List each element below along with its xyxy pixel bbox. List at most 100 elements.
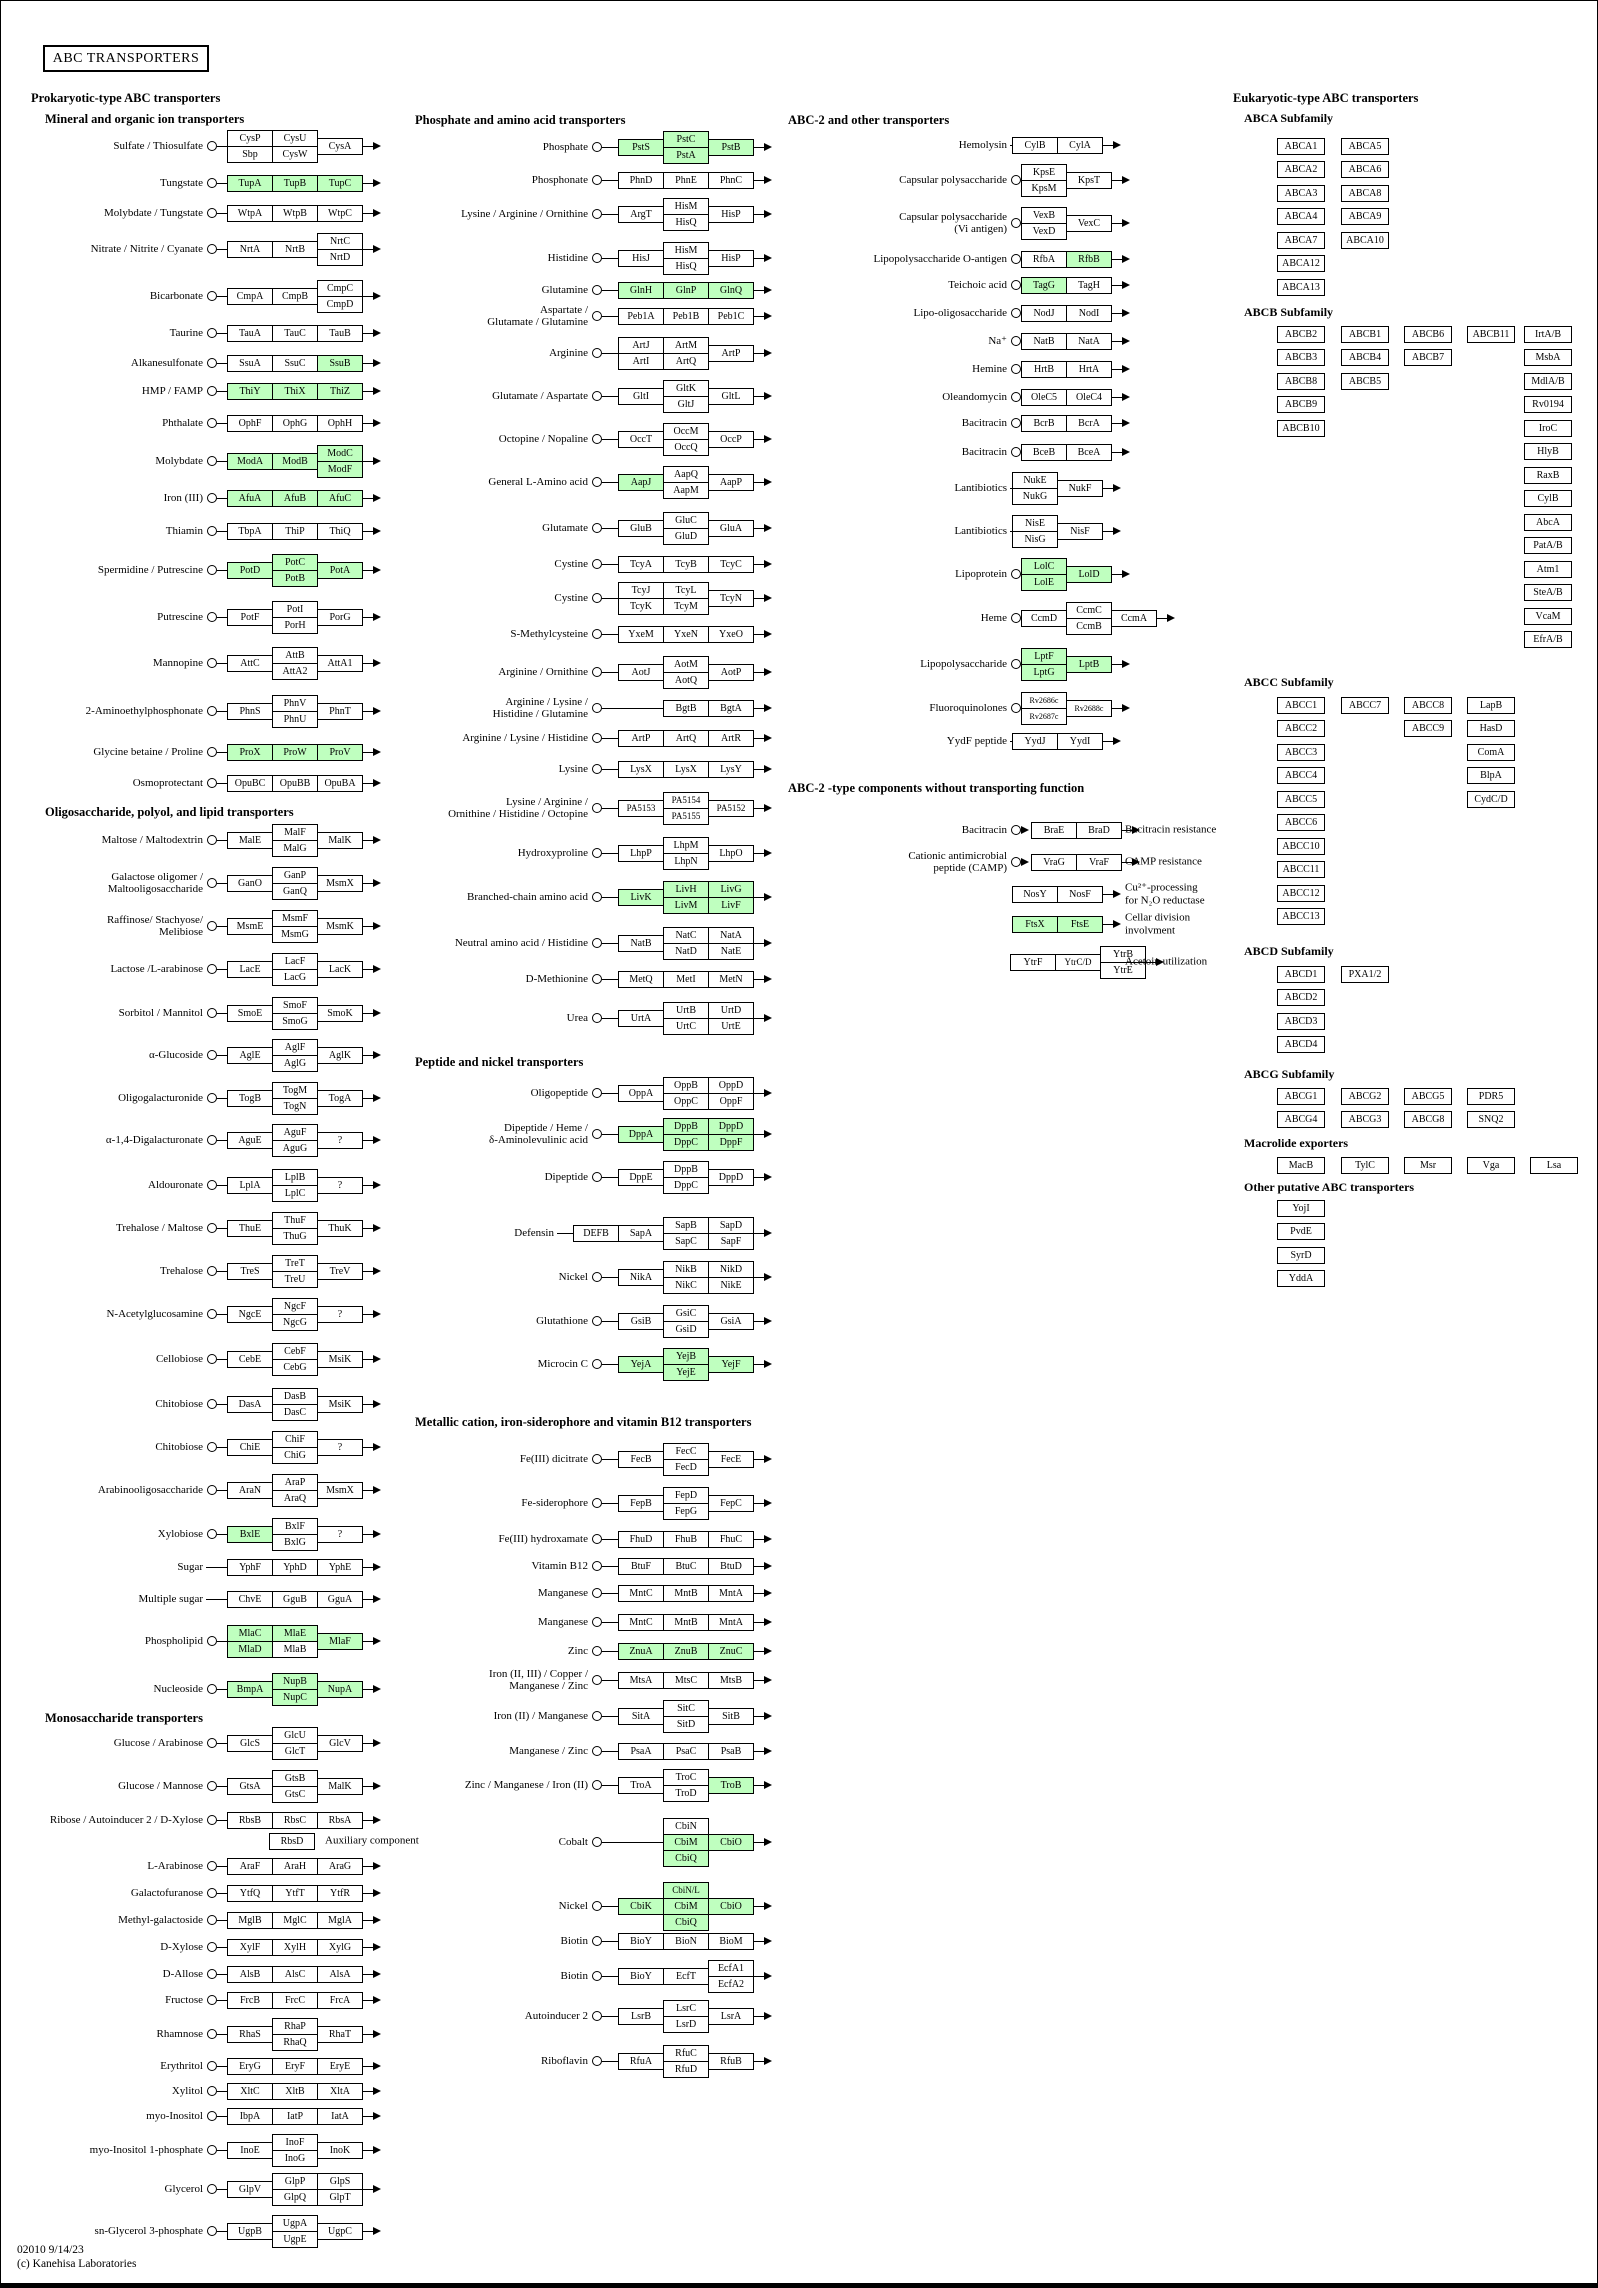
gene-box-sapf[interactable]: SapF — [708, 1232, 754, 1250]
gene-box-afub[interactable]: AfuB — [272, 489, 318, 507]
gene-box-mtsb[interactable]: MtsB — [708, 1671, 754, 1689]
gene-box-abcc4[interactable]: ABCC4 — [1277, 767, 1325, 784]
gene-box-aotj[interactable]: AotJ — [618, 663, 664, 681]
substrate-circle[interactable] — [592, 667, 602, 677]
gene-box-aapj[interactable]: AapJ — [618, 473, 664, 491]
gene-box-abca6[interactable]: ABCA6 — [1341, 161, 1389, 178]
substrate-circle[interactable] — [207, 747, 217, 757]
gene-box-tcym[interactable]: TcyM — [663, 597, 709, 615]
gene-box-nukf[interactable]: NukF — [1057, 479, 1103, 497]
gene-box-kpst[interactable]: KpsT — [1066, 171, 1112, 189]
gene-box-lysx[interactable]: LysX — [663, 760, 709, 778]
gene-box-arti[interactable]: ArtI — [618, 352, 664, 370]
substrate-circle[interactable] — [592, 1172, 602, 1182]
gene-box-bcrb[interactable]: BcrB — [1021, 414, 1067, 432]
substrate-circle[interactable] — [207, 1636, 217, 1646]
gene-box-xlta[interactable]: XltA — [317, 2082, 363, 2100]
substrate-circle[interactable] — [1011, 659, 1021, 669]
gene-box-gtsb[interactable]: GtsB — [272, 1769, 318, 1787]
gene-box-defb[interactable]: DEFB — [573, 1224, 619, 1242]
gene-box-inog[interactable]: InoG — [272, 2149, 318, 2167]
substrate-circle[interactable] — [1011, 857, 1021, 867]
gene-box-opuba[interactable]: OpuBA — [317, 774, 363, 792]
gene-box-bgtb[interactable]: BgtB — [663, 699, 709, 717]
gene-box-artp[interactable]: ArtP — [708, 344, 754, 362]
gene-box-msik[interactable]: MsiK — [317, 1350, 363, 1368]
gene-box-attb[interactable]: AttB — [272, 646, 318, 664]
gene-box-rbsb[interactable]: RbsB — [227, 1811, 273, 1829]
gene-box-ecft[interactable]: EcfT — [663, 1967, 709, 1985]
gene-box-btud[interactable]: BtuD — [708, 1557, 754, 1575]
gene-box-agle[interactable]: AglE — [227, 1046, 273, 1064]
gene-box-bceb[interactable]: BceB — [1021, 443, 1067, 461]
gene-box-cmpc[interactable]: CmpC — [317, 279, 363, 297]
gene-box-nosy[interactable]: NosY — [1012, 885, 1058, 903]
gene-box-bcea[interactable]: BceA — [1066, 443, 1112, 461]
substrate-circle[interactable] — [592, 848, 602, 858]
gene-box-psts[interactable]: PstS — [618, 138, 664, 156]
gene-box-abca5[interactable]: ABCA5 — [1341, 138, 1389, 155]
gene-box-livf[interactable]: LivF — [708, 896, 754, 914]
gene-box-mlac[interactable]: MlaC — [227, 1624, 273, 1642]
gene-box-dppb[interactable]: DppB — [663, 1160, 709, 1178]
pathway-title-box[interactable]: ABC TRANSPORTERS — [43, 45, 209, 72]
gene-box-abcd1[interactable]: ABCD1 — [1277, 966, 1325, 983]
substrate-circle[interactable] — [592, 348, 602, 358]
gene-box-aapp[interactable]: AapP — [708, 473, 754, 491]
substrate-circle[interactable] — [207, 2086, 217, 2096]
substrate-circle[interactable] — [207, 1354, 217, 1364]
gene-box-yoji[interactable]: YojI — [1277, 1200, 1325, 1217]
gene-box-aglf[interactable]: AglF — [272, 1038, 318, 1056]
substrate-circle[interactable] — [207, 244, 217, 254]
substrate-circle[interactable] — [207, 1995, 217, 2005]
gene-box-abcg3[interactable]: ABCG3 — [1341, 1111, 1389, 1128]
gene-box--[interactable]: ? — [317, 1305, 363, 1323]
gene-box-wtpb[interactable]: WtpB — [272, 204, 318, 222]
gene-box-gsic[interactable]: GsiC — [663, 1304, 709, 1322]
gene-box-glpq[interactable]: GlpQ — [272, 2188, 318, 2206]
substrate-circle[interactable] — [207, 1684, 217, 1694]
gene-box-araf[interactable]: AraF — [227, 1857, 273, 1875]
gene-box-rv0194[interactable]: Rv0194 — [1524, 396, 1572, 413]
gene-box-occm[interactable]: OccM — [663, 422, 709, 440]
substrate-circle[interactable] — [592, 803, 602, 813]
substrate-circle[interactable] — [207, 565, 217, 575]
substrate-circle[interactable] — [207, 964, 217, 974]
gene-box-aapq[interactable]: AapQ — [663, 465, 709, 483]
gene-box-abcc3[interactable]: ABCC3 — [1277, 744, 1325, 761]
gene-box-phnu[interactable]: PhnU — [272, 710, 318, 728]
gene-box-phnd[interactable]: PhnD — [618, 171, 664, 189]
substrate-circle[interactable] — [207, 921, 217, 931]
gene-box-vexb[interactable]: VexB — [1021, 206, 1067, 224]
gene-box-glct[interactable]: GlcT — [272, 1742, 318, 1760]
gene-box-thug[interactable]: ThuG — [272, 1227, 318, 1245]
gene-box-atta1[interactable]: AttA1 — [317, 654, 363, 672]
gene-box-abcd2[interactable]: ABCD2 — [1277, 989, 1325, 1006]
gene-box-aglk[interactable]: AglK — [317, 1046, 363, 1064]
gene-box-bxlg[interactable]: BxlG — [272, 1533, 318, 1551]
gene-box-metn[interactable]: MetN — [708, 970, 754, 988]
gene-box-abcc1[interactable]: ABCC1 — [1277, 697, 1325, 714]
substrate-circle[interactable] — [592, 1588, 602, 1598]
substrate-circle[interactable] — [207, 2061, 217, 2071]
gene-box-abcb2[interactable]: ABCB2 — [1277, 326, 1325, 343]
gene-box-psta[interactable]: PstA — [663, 146, 709, 164]
gene-box-nrta[interactable]: NrtA — [227, 240, 273, 258]
substrate-circle[interactable] — [592, 209, 602, 219]
gene-box-abcc12[interactable]: ABCC12 — [1277, 885, 1325, 902]
gene-box-xylg[interactable]: XylG — [317, 1938, 363, 1956]
gene-box-rv2687c[interactable]: Rv2687c — [1021, 707, 1067, 725]
gene-box-gtsa[interactable]: GtsA — [227, 1777, 273, 1795]
gene-box-nupc[interactable]: NupC — [272, 1688, 318, 1706]
substrate-circle[interactable] — [1011, 364, 1021, 374]
gene-box-pata-b[interactable]: PatA/B — [1524, 537, 1572, 554]
substrate-circle[interactable] — [207, 612, 217, 622]
gene-box-urtd[interactable]: UrtD — [708, 1001, 754, 1019]
gene-box-abcg8[interactable]: ABCG8 — [1404, 1111, 1452, 1128]
gene-box-thiz[interactable]: ThiZ — [317, 382, 363, 400]
gene-box-cbin-l[interactable]: CbiN/L — [663, 1881, 709, 1899]
substrate-circle[interactable] — [1011, 569, 1021, 579]
gene-box-mlaf[interactable]: MlaF — [317, 1632, 363, 1650]
substrate-circle[interactable] — [592, 1561, 602, 1571]
gene-box-rbsa[interactable]: RbsA — [317, 1811, 363, 1829]
